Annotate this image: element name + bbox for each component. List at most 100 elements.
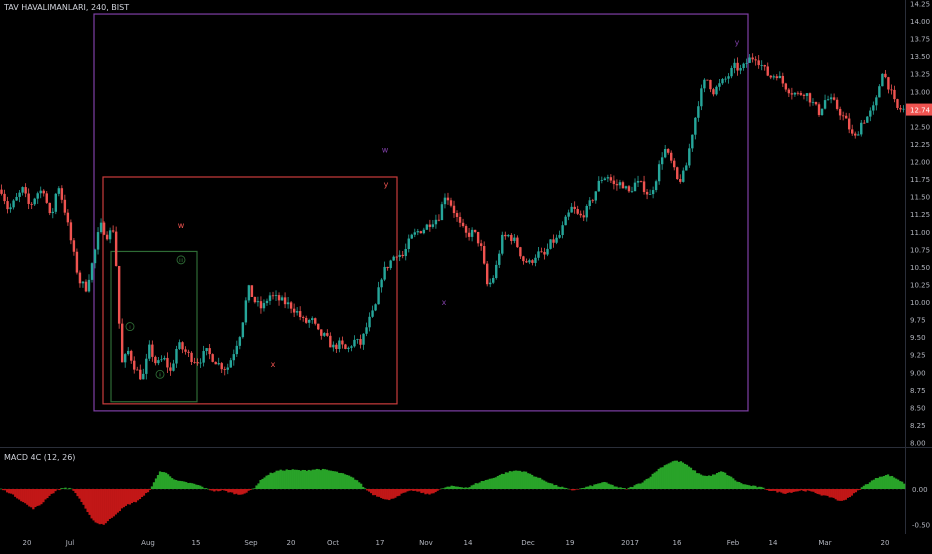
candle-body <box>570 206 573 213</box>
macd-bar <box>271 473 274 490</box>
macd-bar <box>321 468 325 490</box>
macd-bar <box>213 489 216 492</box>
candle-body <box>181 342 184 350</box>
candle-body <box>591 200 594 202</box>
candle-body <box>51 211 54 214</box>
macd-bar <box>392 489 395 499</box>
macd-bar <box>824 489 827 496</box>
macd-bar <box>193 483 196 490</box>
macd-bar <box>635 484 638 490</box>
candle-body <box>241 322 245 338</box>
candle-body <box>573 206 576 210</box>
candle-body <box>485 263 489 285</box>
macd-bar <box>868 482 872 490</box>
candle-body <box>265 300 269 304</box>
wave-label-y: y <box>735 38 740 47</box>
macd-bar <box>48 489 51 496</box>
macd-bar <box>567 488 570 490</box>
macd-bar <box>724 472 727 490</box>
candle-body <box>633 182 637 192</box>
price-tick-label: 14.00 <box>910 18 930 26</box>
macd-bar <box>8 489 11 494</box>
candle-body <box>549 239 552 249</box>
candle-body <box>413 232 416 235</box>
macd-bar <box>52 489 55 494</box>
candle-body <box>787 89 791 94</box>
wave-label-w: w <box>382 146 389 155</box>
macd-bar <box>215 489 218 491</box>
macd-bar <box>713 474 717 490</box>
time-tick-label: Nov <box>419 539 433 547</box>
time-tick-label: Mar <box>818 539 831 547</box>
macd-bar <box>26 489 29 505</box>
macd-bar <box>307 469 311 490</box>
red-wave-box <box>102 176 398 405</box>
macd-bar <box>74 489 77 494</box>
candle-body <box>476 231 480 244</box>
candle-body <box>142 373 145 380</box>
price-tick-label: 9.75 <box>910 317 926 325</box>
macd-bar <box>261 478 264 490</box>
price-tick-label: 13.25 <box>910 71 930 79</box>
macd-bar <box>468 487 471 490</box>
price-tick-label: 12.00 <box>910 159 930 167</box>
candle-body <box>54 193 58 212</box>
macd-bar <box>492 477 496 490</box>
price-tick-label: 11.75 <box>910 176 930 184</box>
macd-bar <box>532 476 536 490</box>
macd-bar <box>434 489 437 493</box>
macd-bar <box>514 470 518 490</box>
macd-bar <box>114 489 117 515</box>
macd-bar <box>617 487 620 490</box>
macd-bar <box>275 470 278 490</box>
macd-bar <box>581 488 584 490</box>
macd-bar <box>88 489 91 515</box>
candle-body <box>48 202 51 214</box>
macd-bar <box>183 481 186 490</box>
wave-label-w: w <box>178 221 185 230</box>
macd-bar <box>540 479 544 490</box>
macd-bar <box>760 486 763 490</box>
macd-bar <box>362 486 365 490</box>
candle-body <box>292 308 296 313</box>
macd-bar <box>744 484 747 490</box>
candle-body <box>594 191 597 201</box>
candle-body <box>739 68 742 71</box>
macd-bar <box>510 471 514 490</box>
macd-bar <box>645 478 648 490</box>
macd-bar <box>106 489 109 522</box>
macd-bar <box>820 489 823 496</box>
price-tick-label: 8.75 <box>910 387 926 395</box>
candle-body <box>380 279 383 288</box>
macd-bar <box>347 475 351 490</box>
macd-bar <box>102 489 105 525</box>
candle-body <box>757 60 760 66</box>
candle-body <box>169 367 172 371</box>
macd-bar <box>768 489 771 491</box>
macd-bar <box>842 489 845 501</box>
candle-body <box>657 164 661 182</box>
candle-body <box>24 187 27 194</box>
candle-body <box>866 116 869 123</box>
candle-body <box>211 354 214 362</box>
macd-bar <box>575 489 578 490</box>
candle-body <box>564 216 567 226</box>
candle-body <box>857 134 860 136</box>
macd-bar <box>249 489 252 491</box>
candle-body <box>893 89 896 100</box>
candle-body <box>688 148 691 166</box>
candle-body <box>531 260 534 263</box>
candle-body <box>896 99 899 108</box>
macd-bar <box>251 488 254 490</box>
candle-body <box>244 300 248 323</box>
candle-body <box>887 77 890 90</box>
macd-bar <box>770 489 773 491</box>
candle-body <box>528 260 531 263</box>
macd-bar <box>776 489 779 493</box>
candle-body <box>386 266 389 269</box>
macd-bar <box>458 487 461 490</box>
macd-bar <box>374 489 377 496</box>
macd-bar <box>728 475 731 490</box>
